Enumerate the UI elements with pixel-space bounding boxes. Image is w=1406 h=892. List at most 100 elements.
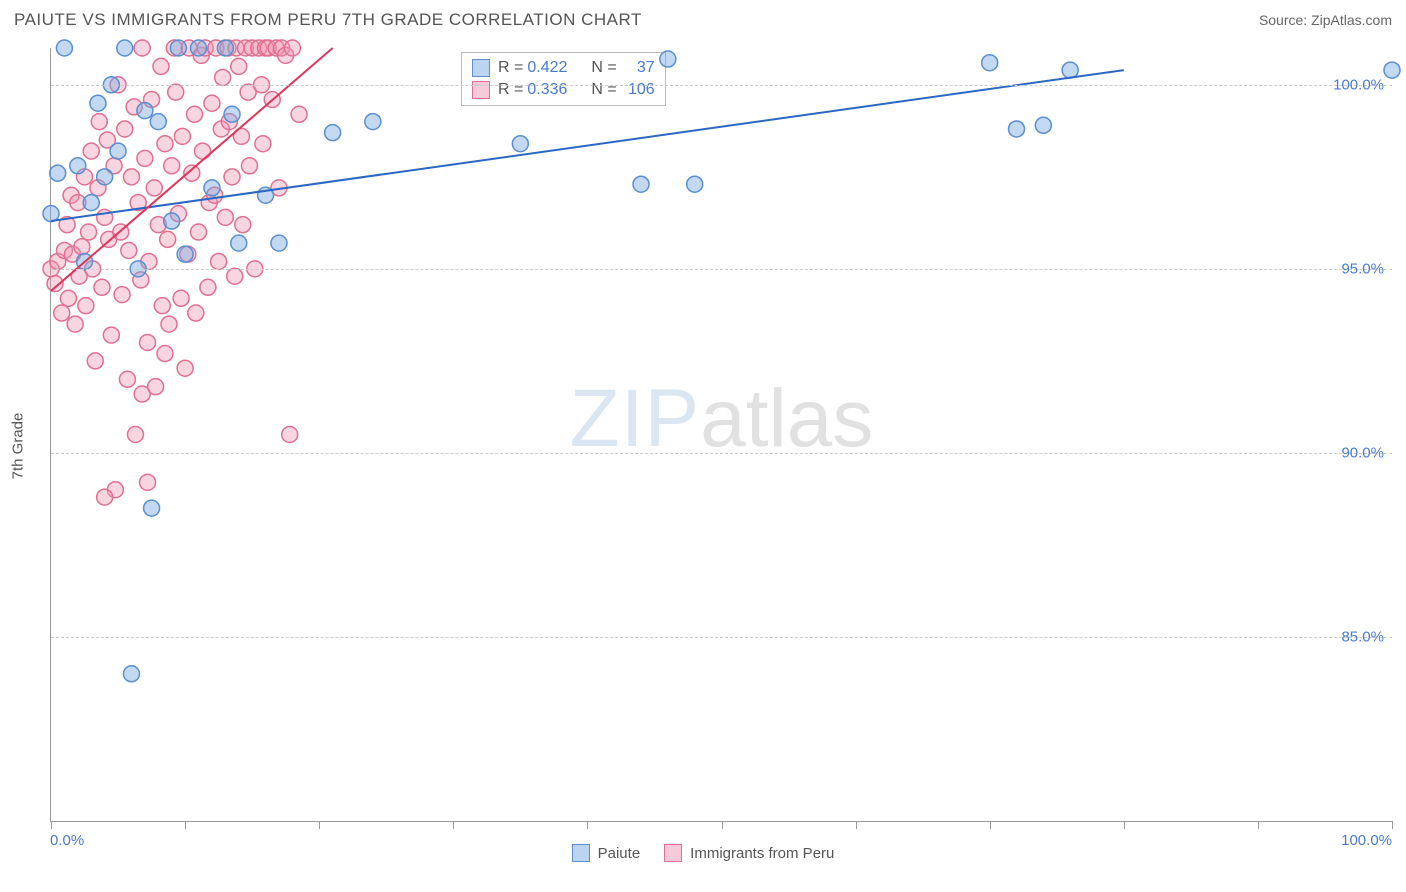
x-tick [319,821,320,829]
data-point [137,150,153,166]
data-point [90,95,106,111]
trend-line [51,70,1124,221]
data-point [231,235,247,251]
x-tick [1392,821,1393,829]
data-point [215,69,231,85]
x-tick [856,821,857,829]
data-point [157,136,173,152]
data-point [123,666,139,682]
data-point [271,235,287,251]
data-point [140,334,156,350]
legend-label-paiute: Paiute [598,845,641,862]
data-point [144,500,160,516]
data-point [164,158,180,174]
data-point [117,40,133,56]
data-point [365,114,381,130]
data-point [127,427,143,443]
data-point [91,114,107,130]
data-point [123,169,139,185]
data-point [174,128,190,144]
data-point [110,143,126,159]
legend-item-paiute: Paiute [572,844,641,862]
data-point [235,217,251,233]
data-point [217,40,233,56]
data-point [284,40,300,56]
x-tick [722,821,723,829]
data-point [173,290,189,306]
y-axis-label: 7th Grade [10,413,27,480]
x-tick [587,821,588,829]
data-point [153,58,169,74]
data-point [87,353,103,369]
data-point [1009,121,1025,137]
data-point [74,239,90,255]
data-point [81,224,97,240]
data-point [241,158,257,174]
data-point [325,125,341,141]
data-point [224,169,240,185]
data-point [633,176,649,192]
data-point [50,165,66,181]
data-point [1035,117,1051,133]
data-point [114,287,130,303]
data-point [70,158,86,174]
data-point [97,489,113,505]
data-point [1062,62,1078,78]
legend-item-peru: Immigrants from Peru [664,844,834,862]
data-point [134,386,150,402]
series-legend: Paiute Immigrants from Peru [0,844,1406,862]
data-point [204,180,220,196]
data-point [200,279,216,295]
data-point [660,51,676,67]
data-point [982,55,998,71]
data-point [211,253,227,269]
data-point [134,40,150,56]
gridline [51,85,1392,86]
data-point [177,360,193,376]
data-point [282,427,298,443]
data-point [60,290,76,306]
data-point [1384,62,1400,78]
x-tick [990,821,991,829]
data-point [137,103,153,119]
data-point [83,195,99,211]
x-tick [185,821,186,829]
data-point [83,143,99,159]
gridline [51,269,1392,270]
data-point [140,474,156,490]
data-point [217,209,233,225]
data-point [67,316,83,332]
y-tick-label: 85.0% [1341,628,1384,645]
swatch-blue-icon [572,844,590,862]
data-point [687,176,703,192]
data-point [191,224,207,240]
gridline [51,637,1392,638]
y-tick-label: 90.0% [1341,444,1384,461]
data-point [186,106,202,122]
x-tick [1124,821,1125,829]
data-point [191,40,207,56]
data-point [154,298,170,314]
y-tick-label: 100.0% [1333,76,1384,93]
data-point [54,305,70,321]
data-point [164,213,180,229]
data-point [161,316,177,332]
data-point [188,305,204,321]
data-point [94,279,110,295]
data-point [512,136,528,152]
data-point [177,246,193,262]
data-point [170,40,186,56]
data-point [56,40,72,56]
data-point [160,231,176,247]
y-tick-label: 95.0% [1341,260,1384,277]
data-point [121,242,137,258]
swatch-pink-icon [664,844,682,862]
data-point [255,136,271,152]
data-point [227,268,243,284]
source-attribution: Source: ZipAtlas.com [1259,12,1392,28]
data-point [157,346,173,362]
x-tick [51,821,52,829]
legend-label-peru: Immigrants from Peru [690,845,834,862]
scatter-svg [51,48,1392,821]
x-tick [453,821,454,829]
